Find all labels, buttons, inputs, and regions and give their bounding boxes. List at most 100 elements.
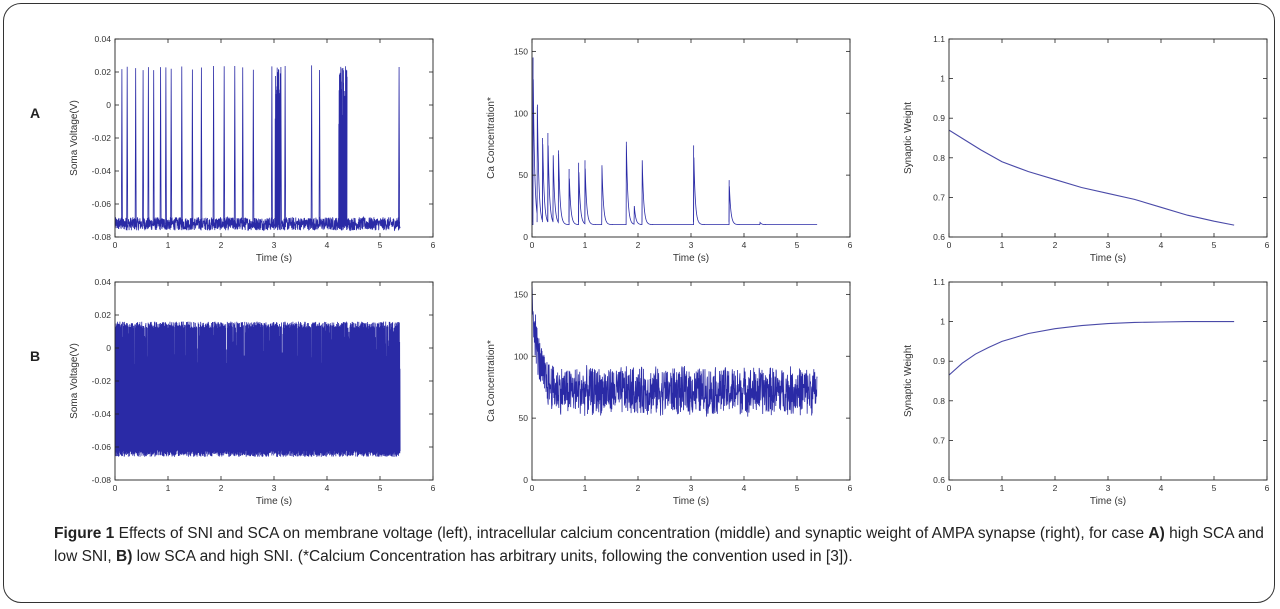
x-axis-label: Time (s) bbox=[1090, 253, 1126, 264]
x-axis-label: Time (s) bbox=[673, 253, 709, 264]
x-tick-label: 6 bbox=[1265, 240, 1270, 250]
y-tick-label: 100 bbox=[514, 351, 528, 361]
y-tick-label: 100 bbox=[514, 108, 528, 118]
x-tick-label: 0 bbox=[530, 240, 535, 250]
caption-figure-label: Figure 1 bbox=[54, 525, 115, 542]
figure-caption: Figure 1 Effects of SNI and SCA on membr… bbox=[54, 522, 1266, 568]
x-tick-label: 2 bbox=[636, 483, 641, 493]
x-tick-label: 3 bbox=[1106, 240, 1111, 250]
x-tick-label: 5 bbox=[378, 240, 383, 250]
series-line-B-weight bbox=[949, 321, 1235, 376]
y-tick-label: -0.06 bbox=[92, 442, 112, 452]
x-tick-label: 6 bbox=[848, 240, 853, 250]
y-tick-label: 0.8 bbox=[933, 153, 945, 163]
y-tick-label: 0.6 bbox=[933, 475, 945, 485]
x-tick-label: 0 bbox=[113, 483, 118, 493]
series-line-A-voltage bbox=[115, 65, 401, 232]
y-axis-label: Soma Voltage(V) bbox=[69, 343, 80, 419]
x-tick-label: 3 bbox=[272, 240, 277, 250]
y-tick-label: 150 bbox=[514, 289, 528, 299]
y-tick-label: 0 bbox=[106, 343, 111, 353]
x-tick-label: 4 bbox=[1159, 240, 1164, 250]
series-line-B-calcium bbox=[532, 282, 818, 417]
x-tick-label: 0 bbox=[947, 483, 952, 493]
y-tick-label: 0 bbox=[523, 475, 528, 485]
x-tick-label: 1 bbox=[1000, 483, 1005, 493]
row-label-b: B bbox=[30, 348, 40, 364]
x-tick-label: 0 bbox=[947, 240, 952, 250]
x-tick-label: 2 bbox=[219, 240, 224, 250]
y-tick-label: 0.9 bbox=[933, 356, 945, 366]
panel-A-calcium: 0 1 2 3 4 5 6 0 50 100 150 Time (s) Ca Concentration… bbox=[486, 38, 853, 264]
y-tick-label: 50 bbox=[519, 413, 529, 423]
y-axis-label: Synaptic Weight bbox=[903, 102, 914, 174]
y-tick-label: 0.04 bbox=[94, 277, 111, 287]
y-tick-label: 1 bbox=[940, 317, 945, 327]
x-tick-label: 1 bbox=[166, 240, 171, 250]
y-tick-label: -0.04 bbox=[92, 409, 112, 419]
panel-A-voltage: 0 1 2 3 4 5 6 -0.08 -0.06 -0.04 -0.02 0 0.02 0.04 Time… bbox=[69, 34, 436, 264]
x-tick-label: 5 bbox=[795, 240, 800, 250]
x-tick-label: 6 bbox=[848, 483, 853, 493]
y-tick-label: 150 bbox=[514, 46, 528, 56]
figure-frame: A B 0 1 2 3 4 5 6 -0.08 -0.06 -0.04 -0.02 0 0.02 0.04 Ti… bbox=[3, 3, 1275, 603]
y-tick-label: 1.1 bbox=[933, 34, 945, 44]
x-tick-label: 4 bbox=[742, 483, 747, 493]
y-tick-label: 0.7 bbox=[933, 192, 945, 202]
x-tick-label: 0 bbox=[113, 240, 118, 250]
panel-A-weight: 0 1 2 3 4 5 6 0.6 0.7 0.8 0.9 1 1.1 Time (s) Synaptic … bbox=[903, 34, 1270, 264]
y-tick-label: 0.04 bbox=[94, 34, 111, 44]
y-tick-label: -0.06 bbox=[92, 199, 112, 209]
caption-case-a-label: A) bbox=[1148, 525, 1165, 542]
x-tick-label: 3 bbox=[689, 240, 694, 250]
x-tick-label: 5 bbox=[1212, 483, 1217, 493]
caption-text-2: high SCA and low SNI, bbox=[54, 525, 1264, 565]
caption-text-1: Effects of SNI and SCA on membrane volta… bbox=[114, 525, 1149, 542]
x-tick-label: 1 bbox=[583, 483, 588, 493]
y-tick-label: 0.6 bbox=[933, 232, 945, 242]
y-tick-label: 1 bbox=[940, 74, 945, 84]
caption-text-3: low SCA and high SNI. (*Calcium Concentr… bbox=[132, 548, 853, 565]
x-axis-label: Time (s) bbox=[256, 496, 292, 507]
x-tick-label: 4 bbox=[325, 483, 330, 493]
axes-box-A-calcium bbox=[531, 38, 851, 238]
series-line-B-voltage bbox=[115, 321, 401, 457]
x-tick-label: 5 bbox=[1212, 240, 1217, 250]
x-axis-label: Time (s) bbox=[256, 253, 292, 264]
panel-B-weight: 0 1 2 3 4 5 6 0.6 0.7 0.8 0.9 1 1.1 Time (s) Synaptic … bbox=[903, 277, 1270, 507]
y-tick-label: 0 bbox=[106, 100, 111, 110]
x-tick-label: 2 bbox=[1053, 240, 1058, 250]
y-tick-label: -0.08 bbox=[92, 232, 112, 242]
y-axis-label: Ca Concentration* bbox=[486, 340, 497, 422]
x-tick-label: 4 bbox=[325, 240, 330, 250]
y-tick-label: -0.02 bbox=[92, 133, 112, 143]
y-tick-label: 50 bbox=[519, 170, 529, 180]
x-tick-label: 6 bbox=[431, 240, 436, 250]
panel-B-voltage: 0 1 2 3 4 5 6 -0.08 -0.06 -0.04 -0.02 0 0.02 0.04 Time… bbox=[69, 277, 436, 507]
x-tick-label: 3 bbox=[1106, 483, 1111, 493]
x-axis-label: Time (s) bbox=[1090, 496, 1126, 507]
x-tick-label: 3 bbox=[272, 483, 277, 493]
x-tick-label: 0 bbox=[530, 483, 535, 493]
x-tick-label: 1 bbox=[166, 483, 171, 493]
x-tick-label: 4 bbox=[1159, 483, 1164, 493]
y-tick-label: -0.04 bbox=[92, 166, 112, 176]
panel-B-calcium: 0 1 2 3 4 5 6 0 50 100 150 Time (s) Ca Concentration… bbox=[486, 281, 853, 507]
x-tick-label: 6 bbox=[1265, 483, 1270, 493]
y-tick-label: 0.9 bbox=[933, 113, 945, 123]
figure-panels: A B 0 1 2 3 4 5 6 -0.08 -0.06 -0.04 -0.02 0 0.02 0.04 Ti… bbox=[30, 34, 1270, 507]
series-line-A-weight bbox=[949, 129, 1235, 226]
x-tick-label: 5 bbox=[795, 483, 800, 493]
y-axis-label: Ca Concentration* bbox=[486, 97, 497, 179]
y-tick-label: -0.08 bbox=[92, 475, 112, 485]
series-line-A-calcium bbox=[532, 57, 818, 226]
y-tick-label: 0.7 bbox=[933, 435, 945, 445]
x-tick-label: 2 bbox=[219, 483, 224, 493]
x-tick-label: 2 bbox=[1053, 483, 1058, 493]
y-tick-label: 0.02 bbox=[94, 310, 111, 320]
row-label-a: A bbox=[30, 105, 40, 121]
x-tick-label: 3 bbox=[689, 483, 694, 493]
y-axis-label: Synaptic Weight bbox=[903, 345, 914, 417]
axes-box-B-weight bbox=[948, 281, 1268, 481]
y-tick-label: 1.1 bbox=[933, 277, 945, 287]
